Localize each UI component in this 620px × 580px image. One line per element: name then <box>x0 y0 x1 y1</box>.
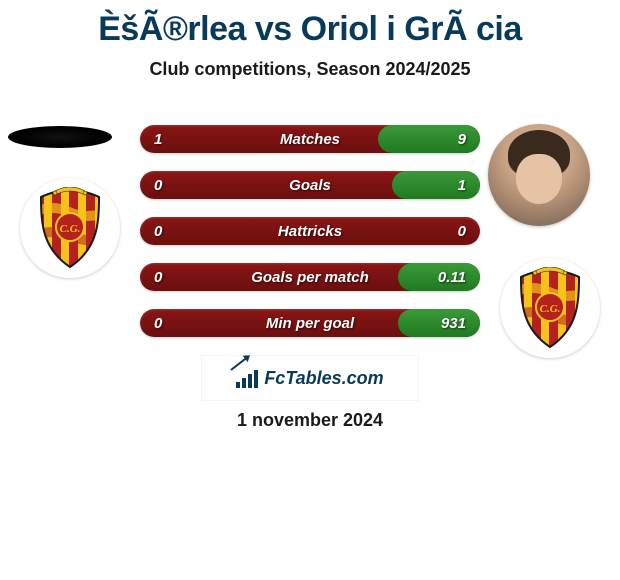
club-badge-right: C.G. <box>500 258 600 358</box>
brand-bars-icon <box>236 368 258 388</box>
club-shield-right: C.G. <box>515 267 585 349</box>
footer-date: 1 november 2024 <box>237 410 383 431</box>
page-subtitle: Club competitions, Season 2024/2025 <box>0 59 620 80</box>
stat-value-right: 1 <box>458 177 466 194</box>
club-badge-left: C.G. <box>20 178 120 278</box>
stat-row: 0 Hattricks 0 <box>140 217 480 245</box>
stat-value-right: 0 <box>458 223 466 240</box>
stat-label: Hattricks <box>278 223 342 240</box>
brand-bar <box>236 382 240 388</box>
brand-logo: FcTables.com <box>202 356 418 400</box>
svg-text:C.G.: C.G. <box>60 223 81 235</box>
player-right-avatar <box>488 124 590 226</box>
stat-value-left: 1 <box>154 131 162 148</box>
stat-label: Goals per match <box>251 269 369 286</box>
svg-text:C.G.: C.G. <box>540 303 561 315</box>
stat-label: Matches <box>280 131 340 148</box>
brand-bar <box>242 378 246 388</box>
brand-text: FcTables.com <box>264 368 383 389</box>
stat-row: 0 Goals 1 <box>140 171 480 199</box>
stat-label: Goals <box>289 177 331 194</box>
stat-row: 1 Matches 9 <box>140 125 480 153</box>
stat-value-right: 931 <box>441 315 466 332</box>
stat-value-left: 0 <box>154 177 162 194</box>
stat-label: Min per goal <box>266 315 354 332</box>
stat-winner-segment <box>392 171 480 199</box>
stat-winner-segment <box>398 309 480 337</box>
stat-value-right: 0.11 <box>438 269 466 286</box>
stat-value-left: 0 <box>154 223 162 240</box>
stat-row: 0 Goals per match 0.11 <box>140 263 480 291</box>
player-left-avatar-placeholder <box>8 126 112 148</box>
page-title: ÈšÃ®rlea vs Oriol i GrÃ cia <box>0 0 620 49</box>
brand-bar <box>248 374 252 388</box>
stat-value-left: 0 <box>154 269 162 286</box>
stat-value-right: 9 <box>458 131 466 148</box>
club-shield-left: C.G. <box>35 187 105 269</box>
stat-row: 0 Min per goal 931 <box>140 309 480 337</box>
stat-value-left: 0 <box>154 315 162 332</box>
stats-container: 1 Matches 9 0 Goals 1 0 Hattricks 0 0 Goals per ma… <box>140 125 480 355</box>
brand-bar <box>254 370 258 388</box>
